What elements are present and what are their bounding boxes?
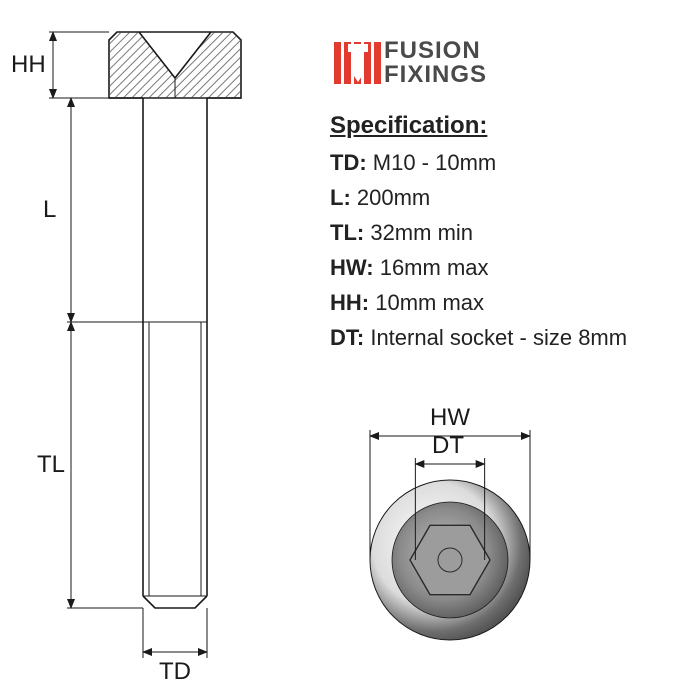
spec-key: L: — [330, 185, 357, 210]
spec-val: 200mm — [357, 185, 430, 210]
logo-text-top: FUSION — [384, 39, 487, 63]
spec-val: M10 - 10mm — [373, 150, 496, 175]
specification-title: Specification: — [330, 112, 627, 140]
label-tl: TL — [37, 453, 65, 477]
label-hw: HW — [430, 406, 470, 430]
logo-icon — [330, 36, 384, 90]
spec-val: 16mm max — [380, 255, 489, 280]
brand-logo: FUSION FIXINGS — [330, 36, 487, 90]
label-l: L — [43, 198, 56, 222]
spec-row: DT: Internal socket - size 8mm — [330, 325, 627, 351]
label-dt: DT — [432, 434, 464, 458]
spec-row: TD: M10 - 10mm — [330, 150, 627, 176]
spec-key: DT: — [330, 325, 370, 350]
logo-text-bottom: FIXINGS — [384, 63, 487, 87]
specification-block: Specification: TD: M10 - 10mm L: 200mm TL:… — [330, 112, 627, 360]
spec-row: L: 200mm — [330, 185, 627, 211]
canvas: FUSION FIXINGS Specification: TD: M10 - … — [0, 0, 700, 700]
spec-key: HH: — [330, 290, 375, 315]
spec-val: Internal socket - size 8mm — [370, 325, 627, 350]
spec-val: 10mm max — [375, 290, 484, 315]
spec-row: HW: 16mm max — [330, 255, 627, 281]
spec-row: HH: 10mm max — [330, 290, 627, 316]
spec-val: 32mm min — [370, 220, 473, 245]
spec-key: TL: — [330, 220, 370, 245]
spec-key: HW: — [330, 255, 380, 280]
spec-row: TL: 32mm min — [330, 220, 627, 246]
spec-key: TD: — [330, 150, 373, 175]
label-hh: HH — [11, 53, 46, 77]
label-td: TD — [159, 660, 191, 684]
